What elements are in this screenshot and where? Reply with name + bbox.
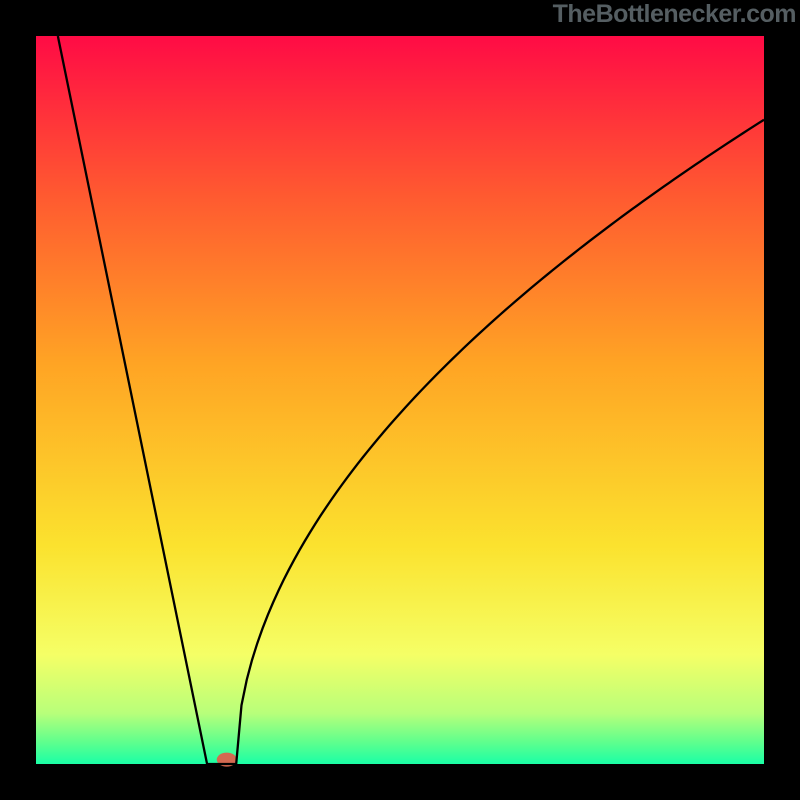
chart-root: TheBottlenecker.com xyxy=(0,0,800,800)
chart-svg xyxy=(0,0,800,800)
plot-background xyxy=(36,36,764,764)
watermark-text: TheBottlenecker.com xyxy=(553,0,796,29)
